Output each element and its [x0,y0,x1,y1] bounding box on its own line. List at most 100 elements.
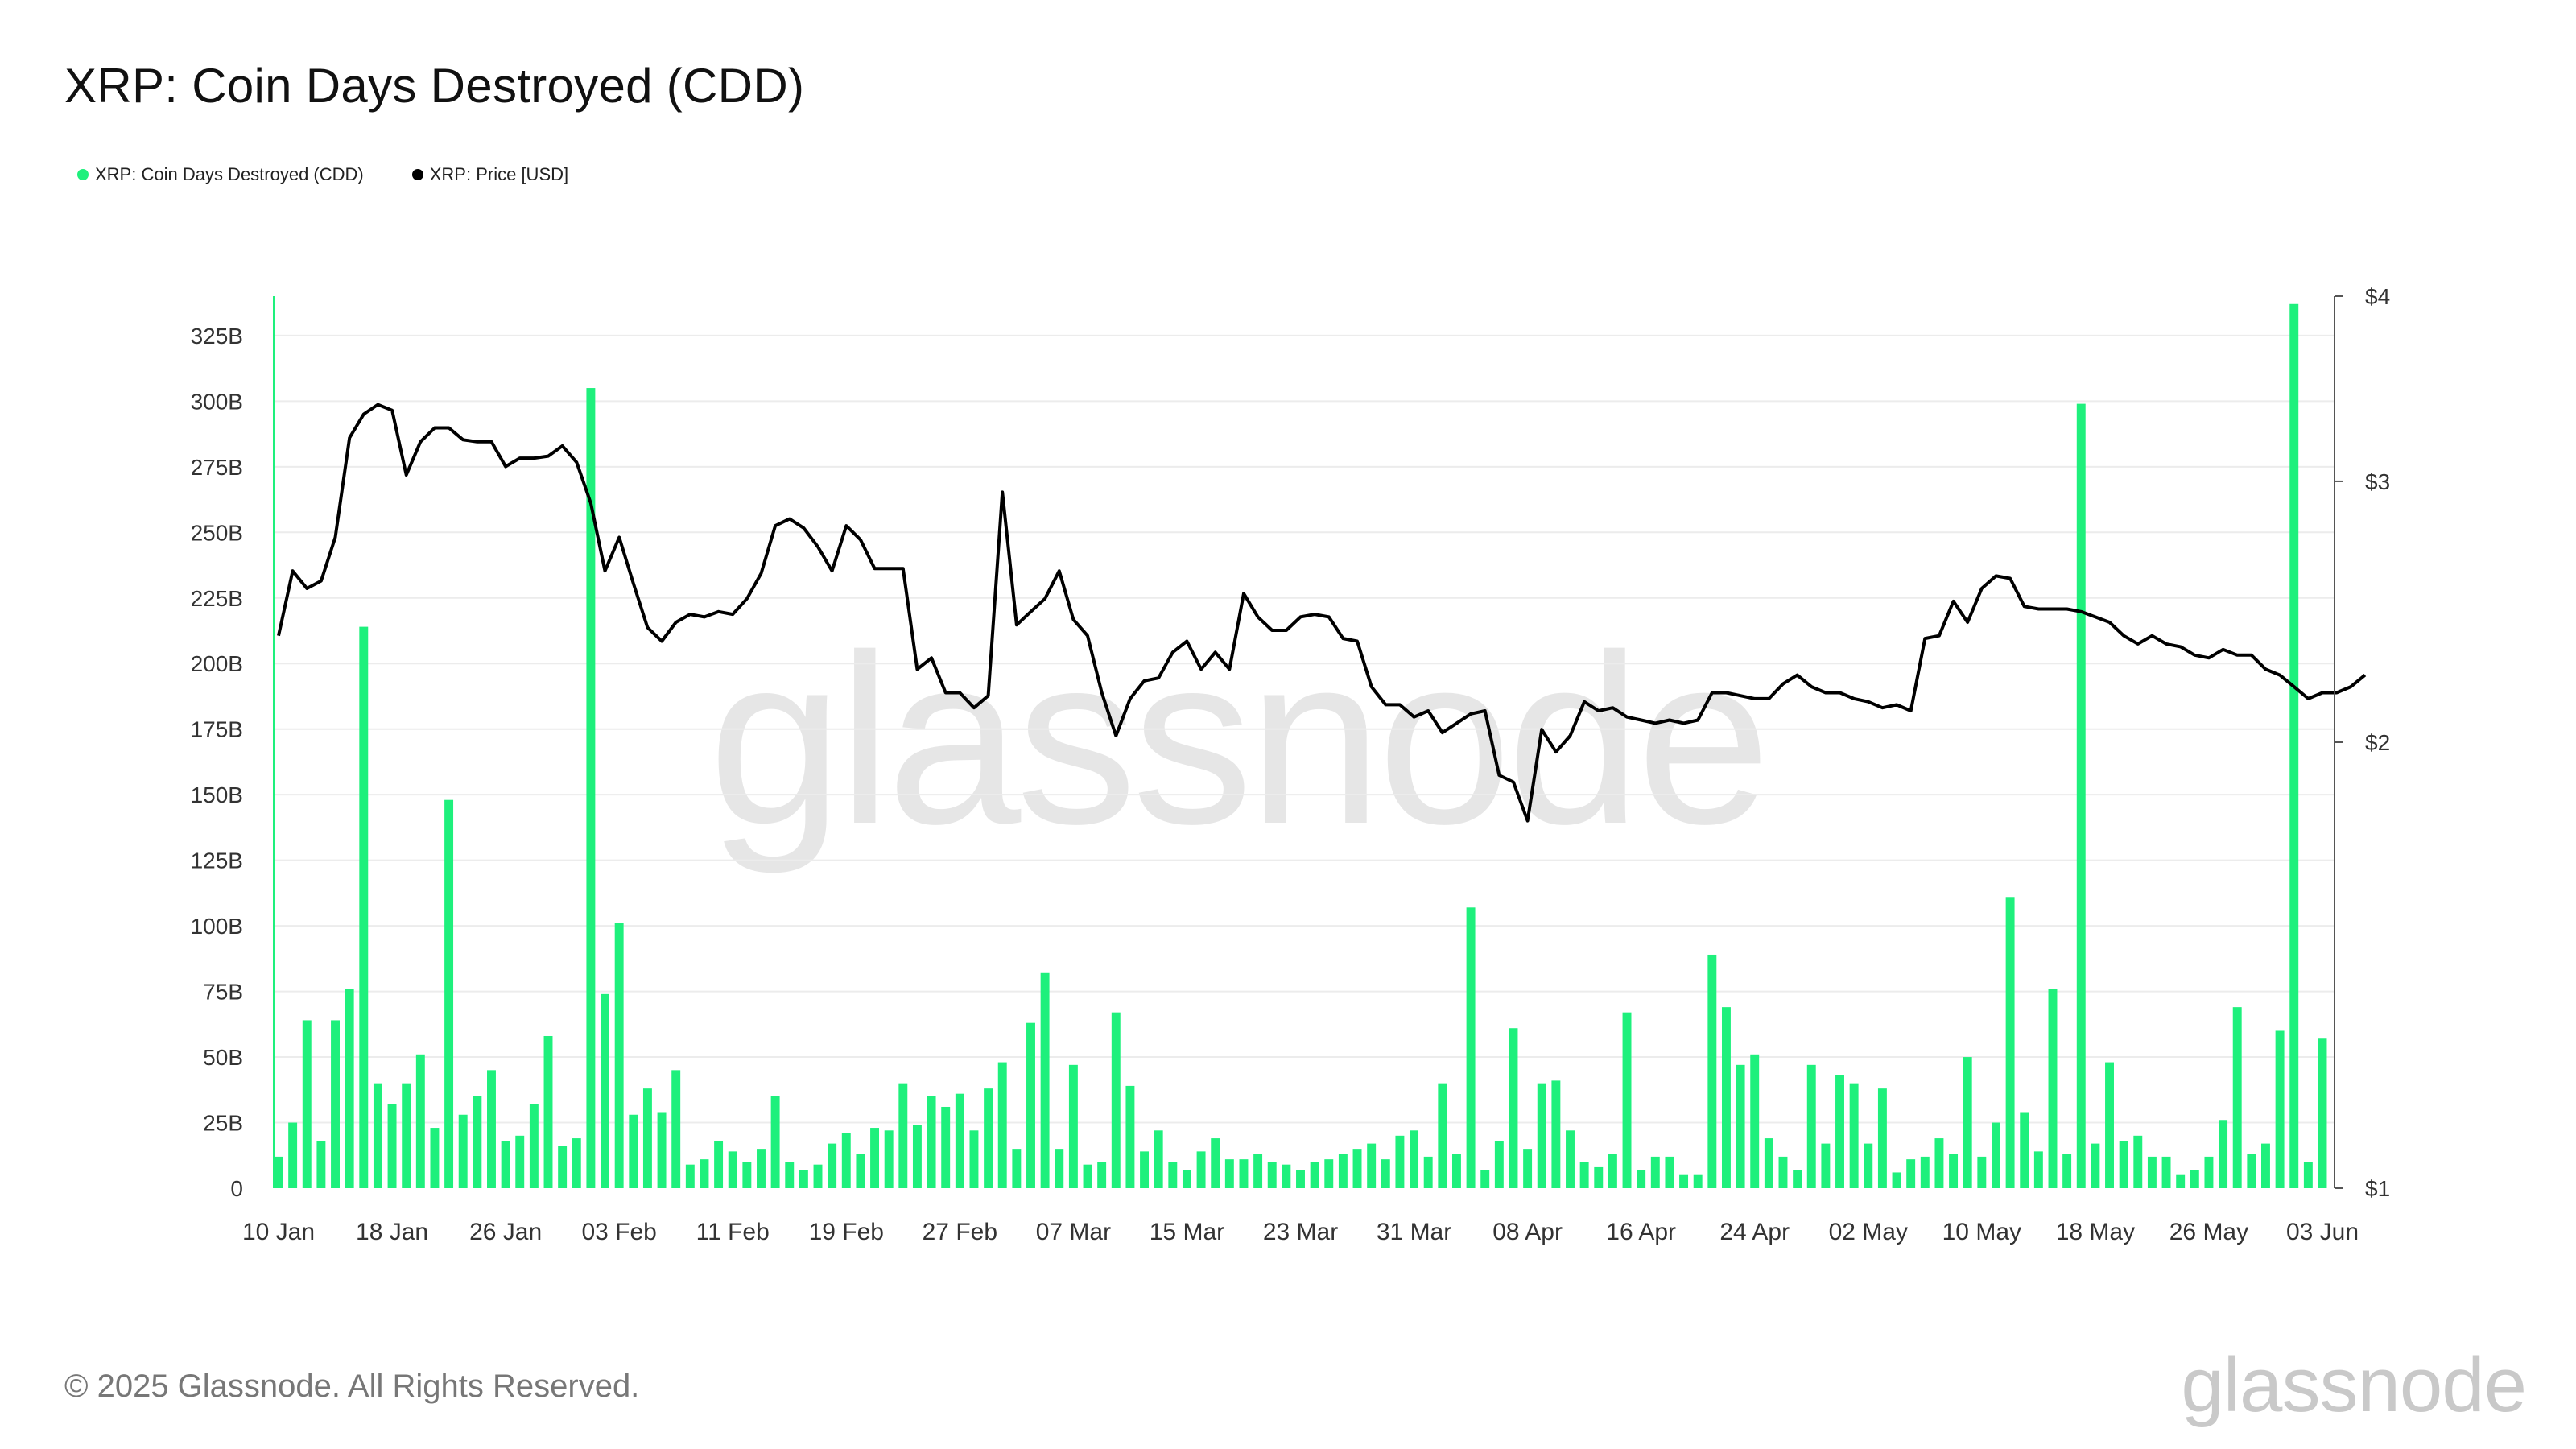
cdd-bar [1750,1054,1760,1188]
axes [273,296,2335,1188]
y-left-tick-label: 0 [230,1176,243,1201]
cdd-bar [430,1128,440,1188]
y-right-tick-label: $1 [2365,1176,2390,1201]
legend-label-price: XRP: Price [USD] [429,164,569,184]
cdd-bar [1182,1170,1191,1188]
cdd-bar [1764,1138,1773,1188]
cdd-bar [1494,1141,1504,1188]
cdd-bar [955,1093,964,1188]
cdd-bar [1920,1156,1930,1188]
y-left-tick-label: 225B [191,586,243,611]
cdd-bar [473,1096,482,1188]
x-tick-label: 10 Jan [242,1219,315,1245]
cdd-bar [770,1096,780,1188]
cdd-bar [1367,1143,1377,1188]
cdd-bar [1083,1164,1092,1188]
cdd-bar [1111,1012,1121,1188]
cdd-bar [1451,1154,1461,1188]
cdd-bar [1650,1156,1660,1188]
cdd-bar [642,1088,652,1188]
cdd-bar [529,1104,539,1188]
cdd-bar [1594,1166,1604,1188]
y-right-tick-label: $2 [2365,730,2390,755]
cdd-bar [1665,1156,1674,1188]
cdd-bar [501,1141,510,1188]
y-left-tick-label: 300B [191,389,243,414]
price-series-line [277,402,2367,823]
cdd-bar [1040,972,1050,1188]
cdd-bar [1679,1174,1689,1188]
cdd-bar [1566,1130,1575,1188]
cdd-bar [1224,1159,1234,1188]
cdd-bar [1068,1064,1078,1188]
cdd-bar [898,1083,908,1188]
cdd-bar [1466,907,1476,1188]
legend-label-cdd: XRP: Coin Days Destroyed (CDD) [95,164,364,184]
cdd-bar [2033,1151,2043,1188]
cdd-bar [2176,1174,2186,1188]
cdd-bar [302,1020,312,1188]
y-right-tick-label: $4 [2365,284,2390,309]
copyright-text: © 2025 Glassnode. All Rights Reserved. [64,1368,640,1404]
cdd-bar [1523,1149,1533,1188]
cdd-bar [1835,1075,1844,1188]
cdd-bar [1977,1156,1987,1188]
cdd-bar [969,1130,979,1188]
legend-item-price[interactable]: XRP: Price [USD] [411,164,569,185]
cdd-bar [1579,1162,1589,1188]
cdd-bar [629,1114,638,1188]
y-left-tick-label: 75B [203,980,243,1005]
cdd-bar [671,1070,681,1188]
x-tick-label: 02 May [1829,1219,1908,1245]
cdd-bar [1438,1083,1447,1188]
x-tick-label: 31 Mar [1377,1219,1451,1245]
cdd-bar [288,1122,298,1188]
y-left-tick-label: 175B [191,717,243,742]
y-left-tick-label: 50B [203,1045,243,1070]
cdd-bar [2062,1154,2072,1188]
y-left-tick-label: 250B [191,520,243,545]
y-left-tick-label: 25B [203,1111,243,1136]
cdd-bar [1551,1080,1561,1188]
y-left-tick-label: 325B [191,324,243,349]
legend-item-cdd[interactable]: XRP: Coin Days Destroyed (CDD) [77,164,364,185]
cdd-bar [572,1138,581,1188]
cdd-bar [1877,1088,1887,1188]
cdd-bar [1693,1174,1703,1188]
cdd-bar [487,1070,496,1188]
cdd-bar [1423,1156,1433,1188]
x-tick-label: 19 Feb [809,1219,884,1245]
cdd-bar [1778,1156,1788,1188]
cdd-bar [1537,1083,1546,1188]
cdd-bar [785,1162,795,1188]
cdd-bar [1211,1138,1220,1188]
cdd-bar [2232,1007,2242,1188]
glassnode-logo[interactable]: glassnode [2181,1342,2527,1428]
cdd-bar [316,1141,326,1188]
cdd-bar [984,1088,993,1188]
cdd-bar [345,989,354,1188]
cdd-bar [2303,1162,2313,1188]
cdd-bar [1864,1143,1873,1188]
cdd-bar [1991,1122,2000,1188]
cdd-bar [1622,1012,1632,1188]
cdd-bar [941,1106,951,1188]
cdd-bar [1140,1151,1150,1188]
y-left-tick-label: 125B [191,848,243,873]
cdd-bar [1821,1143,1831,1188]
legend-dot-price [411,169,423,180]
x-tick-label: 07 Mar [1036,1219,1111,1245]
x-tick-label: 03 Feb [581,1219,656,1245]
y-axis-right: $1 $2 $3 $4 [2334,284,2390,1201]
cdd-bar [1892,1172,1901,1188]
cdd-bar [2076,403,2086,1188]
cdd-bar [402,1083,411,1188]
chart-title: XRP: Coin Days Destroyed (CDD) [64,59,805,113]
cdd-bar [1253,1154,1263,1188]
cdd-bars [274,303,2327,1188]
y-left-tick-label: 275B [191,455,243,480]
cdd-bar [700,1159,709,1188]
cdd-bar [387,1104,397,1188]
cdd-bar [1296,1170,1305,1188]
